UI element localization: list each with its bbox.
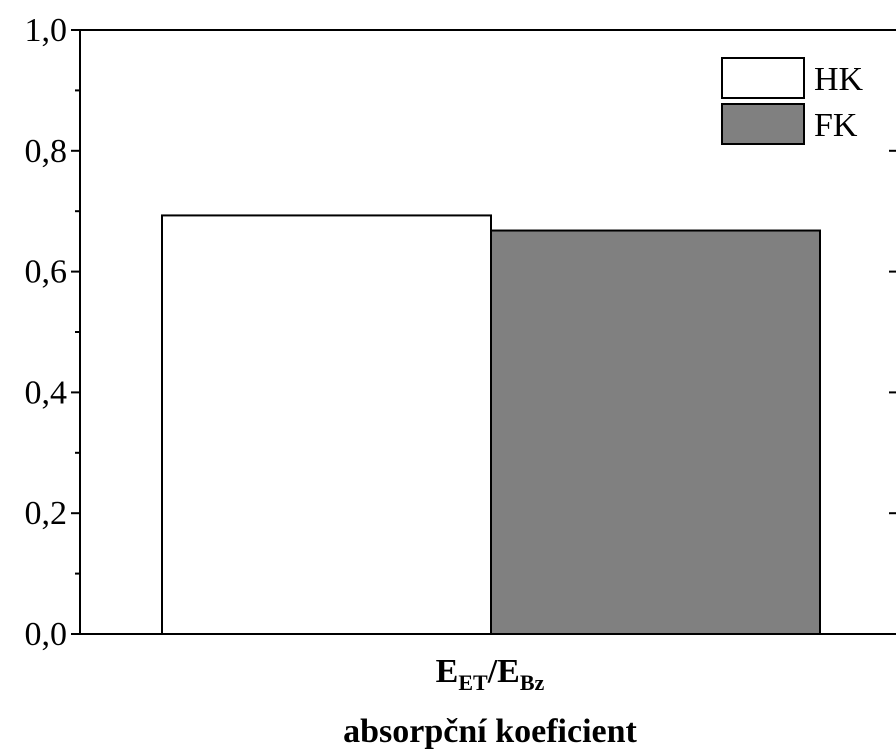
legend-swatch-hk [721, 57, 805, 99]
category-label: EET/EBz [436, 653, 545, 695]
category-label-sub-1: ET [458, 670, 488, 695]
legend-label-hk: HK [814, 61, 864, 98]
bars [161, 214, 821, 635]
y-tick-label: 0,2 [25, 495, 68, 532]
category-label-main-2: E [497, 653, 520, 690]
y-tick-label: 0,8 [25, 133, 68, 170]
y-tick-label: 0,0 [25, 616, 68, 653]
x-axis-title: absorpční koeficient [343, 713, 637, 750]
y-axis-ticks: 0,0 0,2 0,4 0,6 0,8 1,0 [25, 12, 896, 653]
category-label-slash: / [487, 653, 498, 690]
legend: HK FK [721, 57, 864, 145]
y-tick-label: 0,6 [25, 254, 68, 291]
y-tick-label: 1,0 [25, 12, 68, 49]
category-label-sub-2: Bz [520, 670, 545, 695]
y-tick-label: 0,4 [25, 374, 68, 411]
category-label-main-1: E [436, 653, 459, 690]
legend-label-fk: FK [814, 107, 858, 144]
bar-hk [161, 214, 492, 635]
legend-swatch-fk [721, 103, 805, 145]
bar-fk [490, 229, 821, 635]
